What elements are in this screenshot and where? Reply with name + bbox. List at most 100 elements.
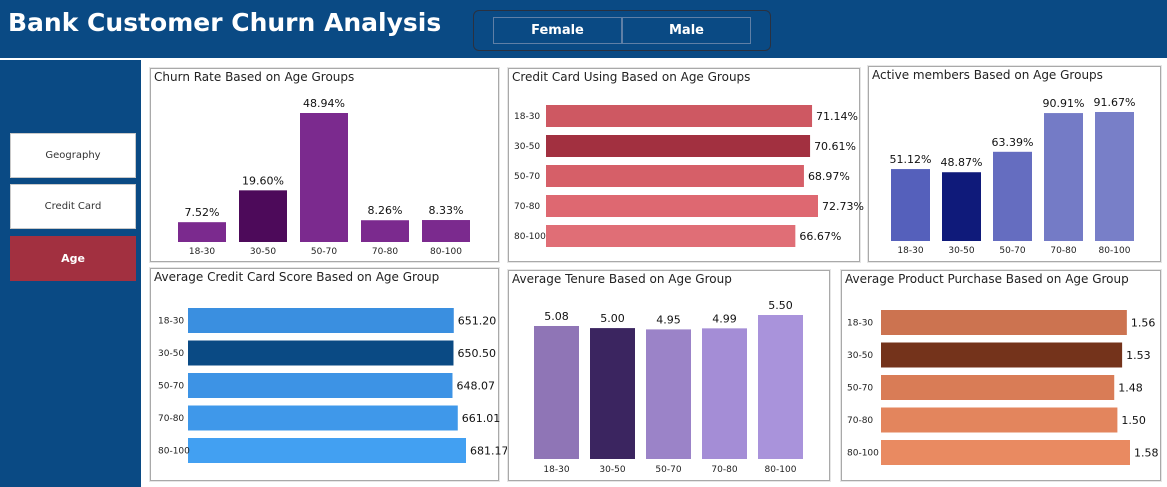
product-category-label: 50-70 [847, 384, 873, 394]
active-data-label: 91.67% [1094, 96, 1136, 109]
creditcard-data-label: 68.97% [808, 170, 850, 183]
active-bar [1044, 113, 1083, 241]
tenure-panel: Average Tenure Based on Age Group 5.08 18… [508, 270, 830, 481]
churn-bar [300, 113, 348, 242]
credit-score-title: Average Credit Card Score Based on Age G… [154, 270, 440, 284]
score-bar [188, 438, 466, 463]
creditcard-data-label: 66.67% [799, 230, 841, 243]
churn-category-label: 30-50 [250, 247, 276, 257]
credit-card-usage-chart: 18-30 71.14% 30-50 70.61% 50-70 68.97% 70-80 72… [514, 105, 864, 247]
active-category-label: 80-100 [1099, 246, 1131, 256]
product-purchase-chart: 18-30 1.56 30-50 1.53 50-70 1.48 70-80 1.50 80-1… [847, 310, 1159, 465]
churn-rate-chart: 7.52% 18-30 19.60% 30-50 48.94% 50-70 8.26% 70-… [178, 97, 470, 257]
creditcard-bar [546, 135, 811, 157]
product-category-label: 80-100 [847, 449, 879, 459]
score-bar [188, 405, 458, 431]
churn-bar [239, 190, 287, 242]
active-bar [993, 151, 1032, 241]
active-data-label: 48.87% [941, 156, 983, 169]
age-nav-button[interactable]: Age [10, 236, 136, 281]
churn-bar [422, 220, 470, 242]
credit-score-panel: Average Credit Card Score Based on Age G… [150, 268, 509, 481]
tenure-bar [590, 328, 635, 459]
active-data-label: 63.39% [992, 136, 1034, 149]
active-bar [891, 169, 930, 241]
tenure-data-label: 5.08 [544, 310, 569, 323]
tenure-category-label: 50-70 [655, 465, 681, 475]
creditcard-data-label: 71.14% [816, 110, 858, 123]
product-data-label: 1.50 [1121, 414, 1146, 427]
churn-category-label: 70-80 [372, 247, 398, 257]
tenure-bar [646, 329, 691, 459]
creditcard-data-label: 70.61% [814, 140, 856, 153]
tenure-bar [534, 325, 579, 459]
credit-score-chart: 18-30 651.20 30-50 650.50 50-70 648.07 70-80 66… [158, 308, 509, 463]
product-category-label: 18-30 [847, 319, 873, 329]
female-filter-button[interactable]: Female [493, 17, 622, 44]
score-category-label: 30-50 [158, 349, 184, 359]
score-category-label: 70-80 [158, 414, 184, 424]
product-data-label: 1.56 [1131, 317, 1156, 330]
churn-data-label: 19.60% [242, 174, 284, 187]
score-data-label: 661.01 [462, 412, 501, 425]
score-category-label: 80-100 [158, 447, 190, 457]
product-category-label: 30-50 [847, 351, 873, 361]
active-category-label: 30-50 [948, 246, 974, 256]
product-bar [881, 440, 1130, 465]
churn-rate-panel: Churn Rate Based on Age Groups 7.52% 18-3… [150, 68, 499, 262]
geography-nav-button[interactable]: Geography [10, 133, 136, 178]
creditcard-bar [546, 105, 813, 127]
active-data-label: 90.91% [1043, 97, 1085, 110]
score-bar [188, 340, 454, 366]
churn-category-label: 80-100 [430, 247, 462, 257]
churn-data-label: 7.52% [185, 206, 220, 219]
churn-bar [178, 222, 226, 242]
product-bar [881, 342, 1123, 368]
score-bar [188, 373, 453, 398]
creditcard-bar [546, 195, 818, 217]
churn-rate-title: Churn Rate Based on Age Groups [154, 70, 355, 84]
gender-filter: Female Male [473, 10, 771, 51]
tenure-category-label: 80-100 [765, 465, 797, 475]
creditcard-bar [546, 225, 796, 247]
active-members-title: Active members Based on Age Groups [872, 68, 1103, 82]
score-data-label: 651.20 [458, 315, 497, 328]
product-data-label: 1.53 [1126, 349, 1151, 362]
tenure-data-label: 4.99 [712, 312, 737, 325]
active-members-chart: 51.12% 18-30 48.87% 30-50 63.39% 50-70 90.91% 7… [890, 96, 1136, 256]
product-bar [881, 310, 1127, 335]
churn-bar [361, 220, 409, 242]
product-category-label: 70-80 [847, 416, 873, 426]
creditcard-category-label: 70-80 [514, 202, 540, 212]
product-purchase-title: Average Product Purchase Based on Age Gr… [845, 272, 1129, 286]
product-data-label: 1.48 [1118, 382, 1143, 395]
active-members-panel: Active members Based on Age Groups 51.12… [868, 66, 1161, 262]
product-bar [881, 407, 1118, 433]
creditcard-category-label: 30-50 [514, 142, 540, 152]
tenure-data-label: 5.00 [600, 312, 625, 325]
creditcard-category-label: 18-30 [514, 112, 540, 122]
tenure-bar [702, 328, 747, 459]
tenure-data-label: 4.95 [656, 313, 681, 326]
sidebar: Geography Credit Card Age [0, 58, 141, 487]
tenure-chart: 5.08 18-30 5.00 30-50 4.95 50-70 4.99 70-80 5.50… [534, 299, 803, 475]
score-category-label: 50-70 [158, 382, 184, 392]
credit-card-usage-title: Credit Card Using Based on Age Groups [512, 70, 751, 84]
score-data-label: 681.17 [470, 445, 509, 458]
product-purchase-panel: Average Product Purchase Based on Age Gr… [841, 270, 1161, 481]
male-filter-button[interactable]: Male [622, 17, 751, 44]
active-bar [942, 172, 981, 241]
dashboard-title: Bank Customer Churn Analysis [8, 8, 442, 37]
creditcard-bar [546, 165, 804, 187]
product-data-label: 1.58 [1134, 447, 1159, 460]
credit-card-nav-button[interactable]: Credit Card [10, 184, 136, 229]
creditcard-data-label: 72.73% [822, 200, 864, 213]
score-category-label: 18-30 [158, 317, 184, 327]
creditcard-category-label: 80-100 [514, 232, 546, 242]
score-data-label: 650.50 [457, 347, 496, 360]
creditcard-category-label: 50-70 [514, 172, 540, 182]
active-category-label: 70-80 [1050, 246, 1076, 256]
active-data-label: 51.12% [890, 153, 932, 166]
score-bar [188, 308, 454, 333]
